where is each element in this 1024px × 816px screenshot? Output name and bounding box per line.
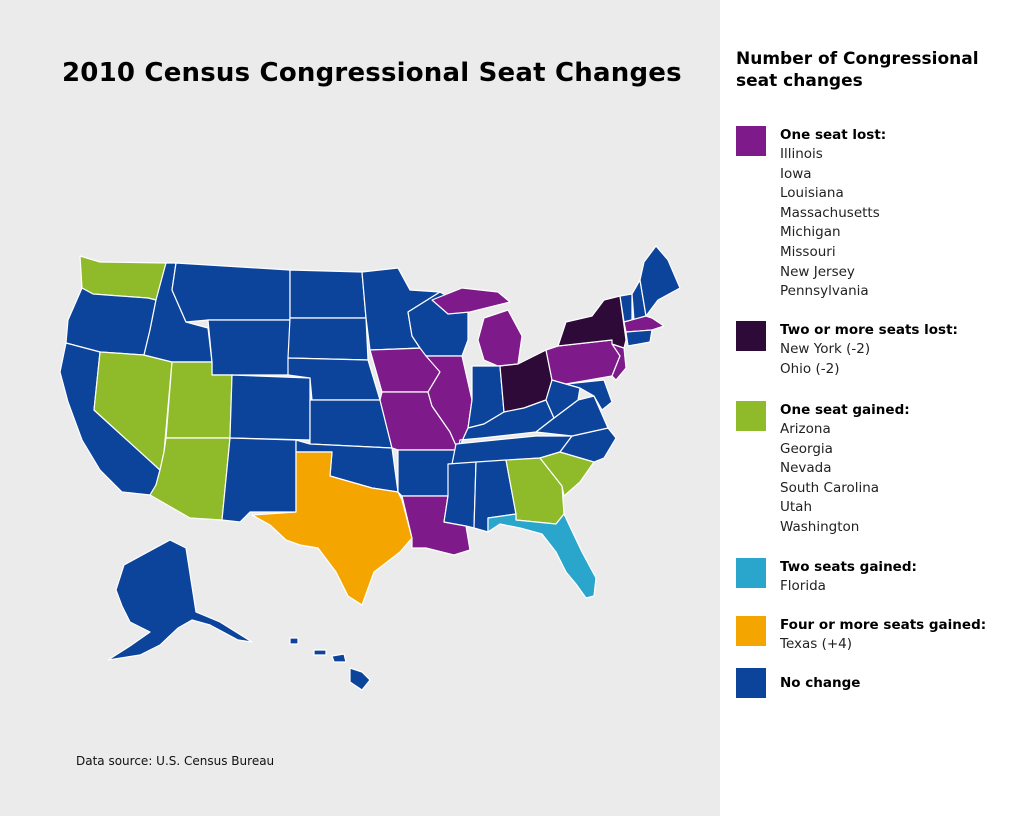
legend-swatch [736,558,766,588]
state-michigan-lower [477,309,523,367]
state-kansas [309,399,393,449]
state-maine [639,245,681,317]
legend-item: Ohio (-2) [780,360,840,377]
legend-item-list: New York (-2) Ohio (-2) [780,340,870,379]
state-hawaii-2 [313,649,327,656]
state-pennsylvania [545,339,621,385]
legend-group-label: One seat lost: [780,127,887,143]
legend-swatch [736,401,766,431]
state-montana [171,262,291,323]
legend-swatch [736,321,766,351]
legend-item-list: Arizona Georgia Nevada South Carolina Ut… [780,420,879,538]
state-new-mexico [221,437,297,523]
state-hawaii-1 [289,637,299,645]
legend-item: Georgia [780,440,833,457]
state-hawaii-3 [331,653,347,663]
state-michigan-upper [431,287,511,315]
legend-item: New Jersey [780,263,855,280]
legend-item: Utah [780,499,813,516]
state-south-dakota [287,317,369,361]
state-north-dakota [289,269,367,319]
legend: Number of Congressional seat changes One… [736,48,1016,698]
state-hawaii-4 [349,667,371,691]
legend-item: South Carolina [780,479,880,496]
state-texas [251,451,413,606]
state-illinois [425,355,473,451]
state-mississippi [443,461,477,529]
legend-item: New York (-2) [780,341,871,357]
legend-group-label: Two or more seats lost: [780,322,958,338]
state-new-york [557,295,627,349]
data-source-note: Data source: U.S. Census Bureau [76,754,275,768]
legend-item: Iowa [780,165,812,182]
legend-swatch [736,616,766,646]
legend-item: Arizona [780,421,831,437]
state-colorado [229,374,311,441]
legend-item: Nevada [780,460,832,477]
legend-group-label: Two seats gained: [780,559,917,575]
legend-item: Illinois [780,146,823,162]
legend-group-label: One seat gained: [780,402,910,418]
state-connecticut [625,329,653,347]
legend-swatch [736,126,766,156]
state-wyoming [207,319,291,376]
state-oregon [65,287,157,356]
legend-item: Florida [780,578,826,594]
legend-item: Pennsylvania [780,283,869,300]
state-alaska [107,539,253,661]
legend-item: Washington [780,518,860,535]
state-maryland [565,379,613,411]
legend-item: Louisiana [780,185,844,202]
map-title: 2010 Census Congressional Seat Changes [62,58,682,88]
legend-group-label: Four or more seats gained: [780,617,987,633]
legend-item: Michigan [780,224,841,241]
legend-group-label: No change [780,675,861,691]
legend-item-list: Texas (+4) [780,635,852,655]
legend-item: Massachusetts [780,204,880,221]
state-florida [487,513,597,599]
legend-item-list: Florida [780,577,826,597]
legend-title: Number of Congressional seat changes [736,49,979,91]
legend-item: Texas (+4) [780,636,853,652]
legend-swatch [736,668,766,698]
legend-item-list: Illinois Iowa Louisiana Massachusetts Mi… [780,145,880,302]
us-map [59,245,681,691]
legend-item: Missouri [780,243,836,260]
